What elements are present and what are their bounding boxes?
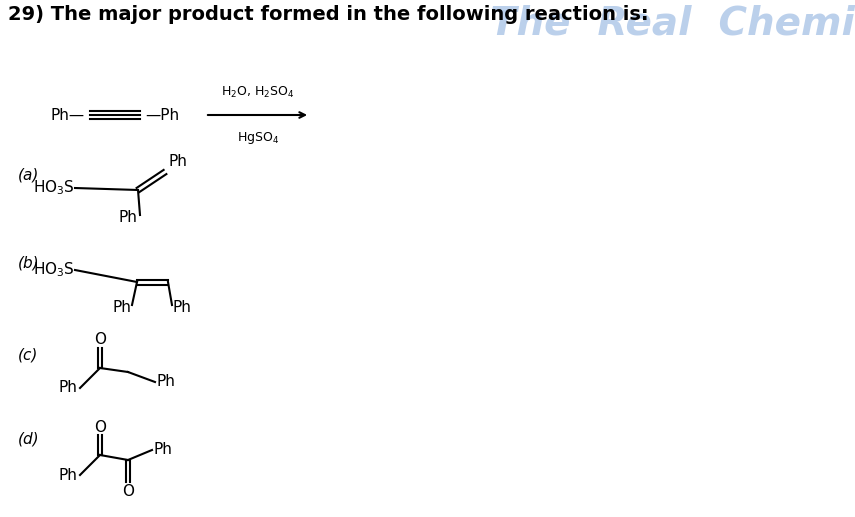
Text: Ph—: Ph— [50, 108, 84, 123]
Text: Ph: Ph [118, 210, 137, 225]
Text: Ph: Ph [168, 154, 187, 169]
Text: (c): (c) [18, 348, 38, 363]
Text: HO$_3$S: HO$_3$S [33, 261, 74, 279]
Text: 29) The major product formed in the following reaction is:: 29) The major product formed in the foll… [8, 5, 649, 24]
Text: HO$_3$S: HO$_3$S [33, 179, 74, 197]
Text: (d): (d) [18, 432, 39, 447]
Text: Ph: Ph [156, 374, 175, 389]
Text: Ph: Ph [172, 299, 191, 314]
Text: O: O [94, 419, 106, 434]
Text: Ph: Ph [112, 299, 131, 314]
Text: O: O [94, 332, 106, 347]
Text: O: O [122, 483, 134, 498]
Text: Ph: Ph [58, 467, 77, 482]
Text: —Ph: —Ph [145, 108, 180, 123]
Text: H$_2$O, H$_2$SO$_4$: H$_2$O, H$_2$SO$_4$ [221, 85, 295, 100]
Text: The  Real  Chemistry: The Real Chemistry [490, 5, 855, 43]
Text: (a): (a) [18, 168, 39, 183]
Text: (b): (b) [18, 256, 39, 271]
Text: HgSO$_4$: HgSO$_4$ [237, 130, 279, 146]
Text: Ph: Ph [58, 381, 77, 396]
Text: Ph: Ph [153, 443, 172, 458]
